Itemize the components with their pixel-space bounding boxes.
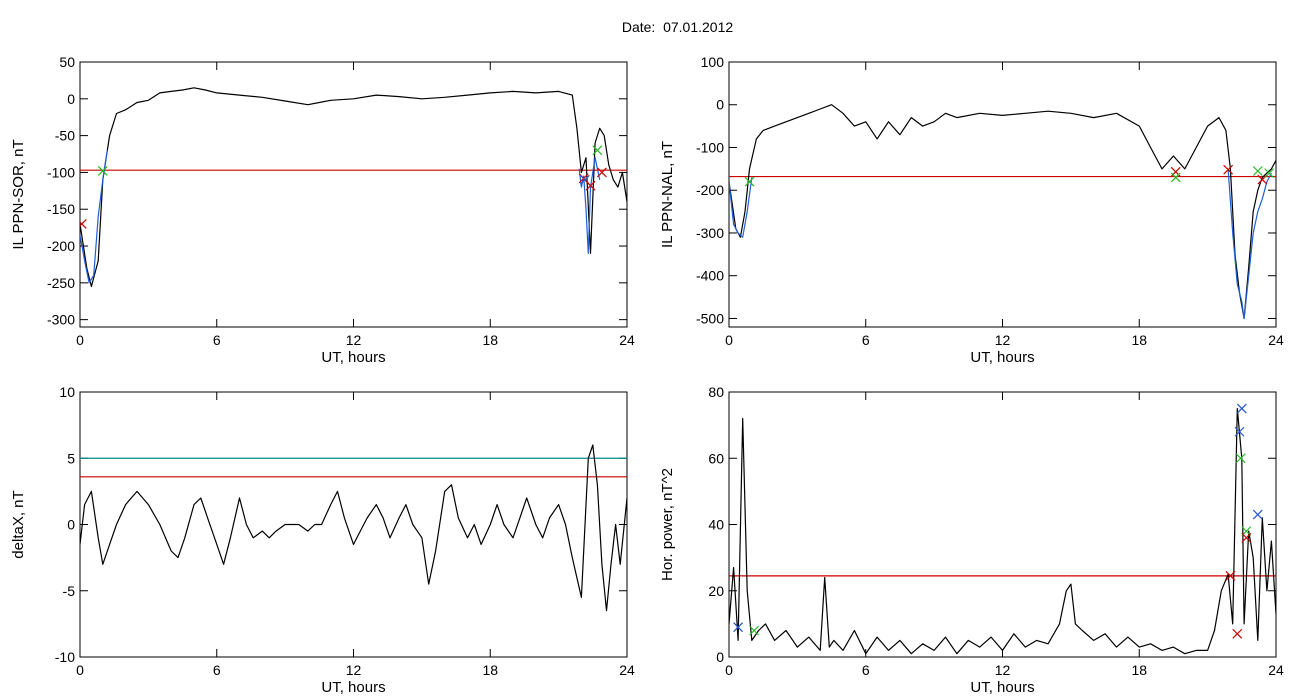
plot-frame	[728, 61, 1277, 328]
x-tick-label: 0	[725, 662, 733, 678]
y-tick-label: 5	[67, 450, 75, 466]
x-tick-label: 24	[1268, 332, 1284, 348]
event-marker	[1232, 628, 1243, 639]
event-marker	[1236, 403, 1247, 414]
y-axis-label: deltaX, nT	[10, 490, 27, 558]
event-marker	[1252, 509, 1263, 520]
chart-ppn-nal: 0 6 12 18 24 -500 -400 -300 -200 -100 0 100 UT, hour…	[659, 54, 1284, 366]
y-tick-label: -500	[696, 310, 724, 326]
x-tick-label: 18	[1131, 662, 1147, 678]
y-tick-label: -5	[63, 583, 76, 599]
event-marker	[1170, 172, 1181, 183]
y-axis-label: IL PPN-NAL, nT	[659, 141, 676, 248]
event-marker	[749, 625, 759, 636]
y-tick-label: 60	[708, 450, 724, 466]
y-axis-label: Hor. power, nT^2	[659, 468, 676, 581]
series-line-2	[729, 177, 753, 238]
y-tick-label: -400	[696, 268, 724, 284]
chart-ppn-sor: 0 6 12 18 24 -300 -250 -200 -150 -100 -50 0 50 UT, ho…	[10, 54, 635, 366]
y-tick-label: -150	[47, 201, 75, 217]
x-tick-label: 24	[619, 332, 635, 348]
plot-area	[80, 87, 627, 288]
y-tick-label: -100	[696, 139, 724, 155]
plot-frame	[79, 61, 628, 328]
x-tick-label: 6	[213, 662, 221, 678]
event-marker	[1241, 532, 1252, 543]
event-marker	[97, 166, 108, 176]
plot-frame	[79, 391, 628, 658]
y-tick-label: -300	[47, 312, 75, 328]
event-marker	[1252, 166, 1263, 176]
event-marker	[1223, 164, 1234, 175]
x-tick-label: 12	[346, 662, 362, 678]
y-tick-label: 0	[67, 517, 75, 533]
y-axis-label: IL PPN-SOR, nT	[10, 139, 27, 249]
x-tick-label: 18	[1131, 332, 1147, 348]
x-axis-label: UT, hours	[970, 349, 1034, 366]
x-axis-label: UT, hours	[321, 349, 385, 366]
y-tick-label: -100	[47, 164, 75, 180]
event-marker	[1235, 453, 1246, 464]
y-tick-label: 100	[701, 54, 725, 70]
series-line-1	[80, 87, 627, 288]
x-tick-label: 6	[862, 332, 870, 348]
x-axis-label: UT, hours	[970, 679, 1034, 696]
x-tick-label: 18	[482, 662, 498, 678]
y-tick-label: -200	[696, 182, 724, 198]
series-line-2	[80, 150, 108, 284]
series-line-3	[578, 157, 601, 254]
event-marker	[1264, 168, 1275, 179]
y-tick-label: 40	[708, 517, 724, 533]
x-tick-label: 0	[76, 662, 84, 678]
y-tick-label: -300	[696, 225, 724, 241]
x-tick-label: 12	[995, 332, 1011, 348]
x-tick-label: 18	[482, 332, 498, 348]
plot-area	[729, 403, 1276, 655]
event-marker	[733, 622, 744, 633]
series-line-1	[80, 444, 627, 612]
series-line-1	[729, 104, 1276, 320]
x-tick-label: 12	[346, 332, 362, 348]
x-tick-label: 24	[619, 662, 635, 678]
event-marker	[80, 219, 87, 229]
x-tick-label: 0	[725, 332, 733, 348]
y-tick-label: 20	[708, 583, 724, 599]
series-line-1	[729, 408, 1276, 655]
plot-area	[729, 104, 1276, 320]
x-tick-label: 6	[213, 332, 221, 348]
x-tick-label: 6	[862, 662, 870, 678]
y-tick-label: 80	[708, 384, 724, 400]
event-marker	[592, 145, 603, 156]
event-marker	[744, 176, 755, 187]
y-tick-label: -10	[55, 649, 75, 665]
y-tick-label: 50	[59, 54, 75, 70]
plot-frame	[728, 391, 1277, 658]
x-tick-label: 12	[995, 662, 1011, 678]
y-tick-label: 0	[716, 97, 724, 113]
event-marker	[1225, 570, 1236, 581]
chart-deltax: 0 6 12 18 24 -10 -5 0 5 10 UT, hours deltaX, nT	[10, 384, 635, 696]
series-line-3	[1227, 168, 1272, 320]
x-axis-label: UT, hours	[321, 679, 385, 696]
y-tick-label: -200	[47, 238, 75, 254]
y-tick-label: 0	[716, 649, 724, 665]
plot-area	[80, 444, 627, 612]
x-tick-label: 0	[76, 332, 84, 348]
y-tick-label: -250	[47, 275, 75, 291]
y-tick-label: 0	[67, 91, 75, 107]
page-title: Date: 07.01.2012	[621, 19, 734, 35]
event-marker	[585, 180, 596, 191]
chart-hor-power: 0 6 12 18 24 0 20 40 60 80 UT, hours Hor. power, nT…	[659, 384, 1284, 696]
y-tick-label: -50	[55, 128, 75, 144]
y-tick-label: 10	[59, 384, 75, 400]
x-tick-label: 24	[1268, 662, 1284, 678]
event-marker	[1234, 426, 1245, 437]
event-marker	[597, 167, 607, 178]
